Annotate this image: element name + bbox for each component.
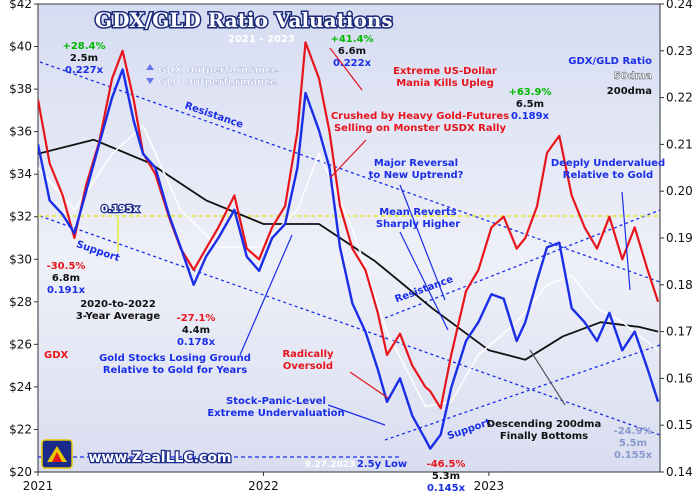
annotation: -24.9% — [614, 426, 653, 437]
annotation: Relative to Gold for Years — [103, 365, 247, 376]
annotation: Crushed by Heavy Gold-Futures — [331, 111, 509, 122]
right-tick-label: 0.22 — [666, 91, 693, 105]
annotation: 9.27.2023 — [305, 460, 356, 470]
series-50dma-line — [38, 124, 659, 408]
support-line-lower — [384, 344, 660, 441]
right-tick-label: 0.23 — [666, 44, 693, 58]
series-layer — [38, 41, 660, 450]
right-axis: 0.14 0.15 0.16 0.17 0.18 0.19 0.20 0.21 0.22 0.23… — [660, 0, 693, 479]
annotation: 6.5m — [516, 99, 544, 110]
annotation: 0.178x — [177, 337, 216, 348]
left-tick-label: $38 — [9, 82, 32, 96]
x-tick-label: 2023 — [474, 479, 505, 493]
left-tick-label: $26 — [9, 337, 32, 351]
legend-200dma: 200dma — [607, 86, 652, 97]
series-200dma-line — [38, 138, 659, 361]
support-line-upper — [39, 215, 660, 436]
annotation: -30.5% — [47, 261, 86, 272]
right-tick-label: 0.16 — [666, 371, 693, 385]
annotation: 0.155x — [614, 450, 653, 461]
annotation: 4.4m — [182, 325, 210, 336]
legend-gdx: GDX — [44, 350, 69, 361]
annotation: Finally Bottoms — [500, 431, 588, 442]
annotation: Gold Stocks Losing Ground — [99, 353, 251, 364]
left-tick-label: $24 — [9, 380, 32, 394]
annotation: Stock-Panic-Level — [226, 396, 326, 407]
right-tick-label: 0.20 — [666, 184, 693, 198]
annotation: +41.4% — [330, 34, 373, 45]
x-tick-label: 2022 — [248, 479, 279, 493]
right-tick-label: 0.18 — [666, 278, 693, 292]
x-axis: 2021 2022 2023 — [23, 472, 504, 493]
legend-50dma: 50dma — [614, 71, 652, 82]
left-tick-label: $20 — [9, 465, 32, 479]
annotation: -27.1% — [177, 313, 216, 324]
left-tick-label: $36 — [9, 125, 32, 139]
annotation: Extreme Undervaluation — [207, 408, 344, 419]
right-tick-label: 0.17 — [666, 325, 693, 339]
annotation: to New Uptrend? — [369, 170, 464, 181]
annotation: 0.145x — [427, 483, 466, 494]
series-gdx-line — [38, 41, 660, 410]
annotation: 0.227x — [65, 65, 104, 76]
annotation: GDX Outperformance — [158, 65, 278, 76]
annotation: Selling on Monster USDX Rally — [334, 123, 506, 134]
site-url: www.ZealLLC.com — [88, 450, 231, 466]
legend-ratio: GDX/GLD Ratio — [568, 56, 652, 67]
annotation: 6.6m — [338, 46, 366, 57]
annotation: -46.5% — [427, 459, 466, 470]
left-tick-label: $22 — [9, 422, 32, 436]
right-tick-label: 0.21 — [666, 137, 693, 151]
resistance-line-upper — [39, 61, 660, 283]
annotation: 0.189x — [511, 111, 550, 122]
left-tick-label: $42 — [9, 0, 32, 11]
annotation: Deeply Undervalued — [551, 158, 665, 169]
annotation: Extreme US-Dollar — [393, 66, 497, 77]
annotation: Major Reversal — [374, 158, 458, 169]
annotations: +28.4% 2.5m 0.227x GDX Outperformance GL… — [47, 34, 666, 494]
annotation: 5.5m — [619, 438, 647, 449]
annotation: GLD Outperformance — [158, 77, 277, 88]
annotation-arrows — [117, 47, 631, 426]
x-tick-label: 2021 — [23, 479, 54, 493]
left-tick-label: $28 — [9, 295, 32, 309]
annotation: +28.4% — [62, 41, 105, 52]
resistance-line-lower — [384, 209, 660, 319]
annotation: Relative to Gold — [563, 170, 653, 181]
average-label: 0.195x — [101, 204, 140, 215]
trend-channels — [38, 61, 660, 458]
right-tick-label: 0.19 — [666, 231, 693, 245]
right-tick-label: 0.24 — [666, 0, 693, 11]
annotation: 2020-to-2022 — [80, 299, 156, 310]
zeal-logo — [41, 439, 73, 469]
annotation: Sharply Higher — [376, 219, 460, 230]
annotation: 0.191x — [47, 285, 86, 296]
annotation: 2.5m — [70, 53, 98, 64]
annotation: Radically — [282, 349, 334, 360]
left-tick-label: $34 — [9, 167, 32, 181]
annotation: +63.9% — [508, 87, 551, 98]
annotation: 0.222x — [333, 58, 372, 69]
annotation: Mania Kills Upleg — [396, 78, 494, 89]
annotation: Descending 200dma — [487, 419, 601, 430]
chart-subtitle: 2021 - 2023 — [228, 34, 295, 45]
left-axis: $20 $22 $24 $26 $28 $30 $32 $34 $36 $38 $40 $42 — [9, 0, 38, 479]
right-tick-label: 0.14 — [666, 465, 693, 479]
annotation: Mean Reverts — [379, 207, 457, 218]
annotation: 6.8m — [52, 273, 80, 284]
left-tick-label: $30 — [9, 252, 32, 266]
annotation: Oversold — [283, 361, 333, 372]
annotation: 2.5y Low — [357, 459, 407, 470]
left-tick-label: $40 — [9, 40, 32, 54]
legend: GDX/GLD Ratio 50dma 200dma GDX — [44, 56, 652, 361]
annotation: 5.3m — [432, 471, 460, 482]
left-tick-label: $32 — [9, 210, 32, 224]
annotation: 3-Year Average — [76, 311, 160, 322]
right-tick-label: 0.15 — [666, 418, 693, 432]
series-gdx-gld-ratio-line — [38, 68, 660, 450]
chart-title: GDX/GLD Ratio Valuations — [95, 8, 393, 32]
